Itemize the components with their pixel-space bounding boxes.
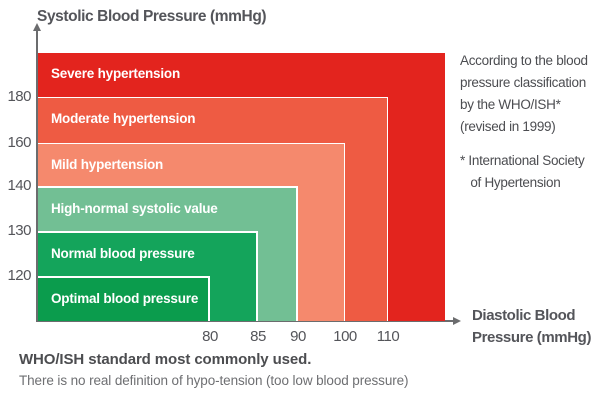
ish-footnote: * International Society of Hypertension bbox=[460, 153, 585, 190]
who-ish-annotation: According to the blood pressure classifi… bbox=[460, 53, 588, 134]
zone-label: Severe hypertension bbox=[51, 66, 181, 81]
caption-headline: WHO/ISH standard most commonly used. bbox=[19, 351, 312, 368]
zone-label: High-normal systolic value bbox=[51, 201, 218, 216]
y-axis-arrow-icon bbox=[33, 23, 41, 31]
zone-label: Moderate hypertension bbox=[51, 111, 196, 126]
x-axis-arrow-icon bbox=[453, 317, 461, 325]
y-tick-160: 160 bbox=[7, 134, 31, 151]
caption-note: There is no real definition of hypo-tens… bbox=[19, 373, 409, 388]
x-tick-80: 80 bbox=[202, 328, 218, 345]
y-axis-title: Systolic Blood Pressure (mmHg) bbox=[37, 8, 267, 25]
x-axis-title: Diastolic Blood Pressure (mmHg) bbox=[472, 307, 592, 346]
zone-optimal-blood-pressure: Optimal blood pressure bbox=[38, 276, 210, 321]
zone-label: Normal blood pressure bbox=[51, 246, 195, 261]
y-tick-140: 140 bbox=[7, 177, 31, 194]
x-tick-90: 90 bbox=[290, 328, 306, 345]
x-tick-85: 85 bbox=[250, 328, 266, 345]
y-axis-line bbox=[36, 30, 38, 321]
y-tick-180: 180 bbox=[7, 88, 31, 105]
zone-label: Mild hypertension bbox=[51, 157, 164, 172]
zone-label: Optimal blood pressure bbox=[51, 291, 199, 306]
x-tick-110: 110 bbox=[376, 328, 400, 345]
y-tick-120: 120 bbox=[7, 267, 31, 284]
y-tick-130: 130 bbox=[7, 222, 31, 239]
x-tick-100: 100 bbox=[333, 328, 357, 345]
